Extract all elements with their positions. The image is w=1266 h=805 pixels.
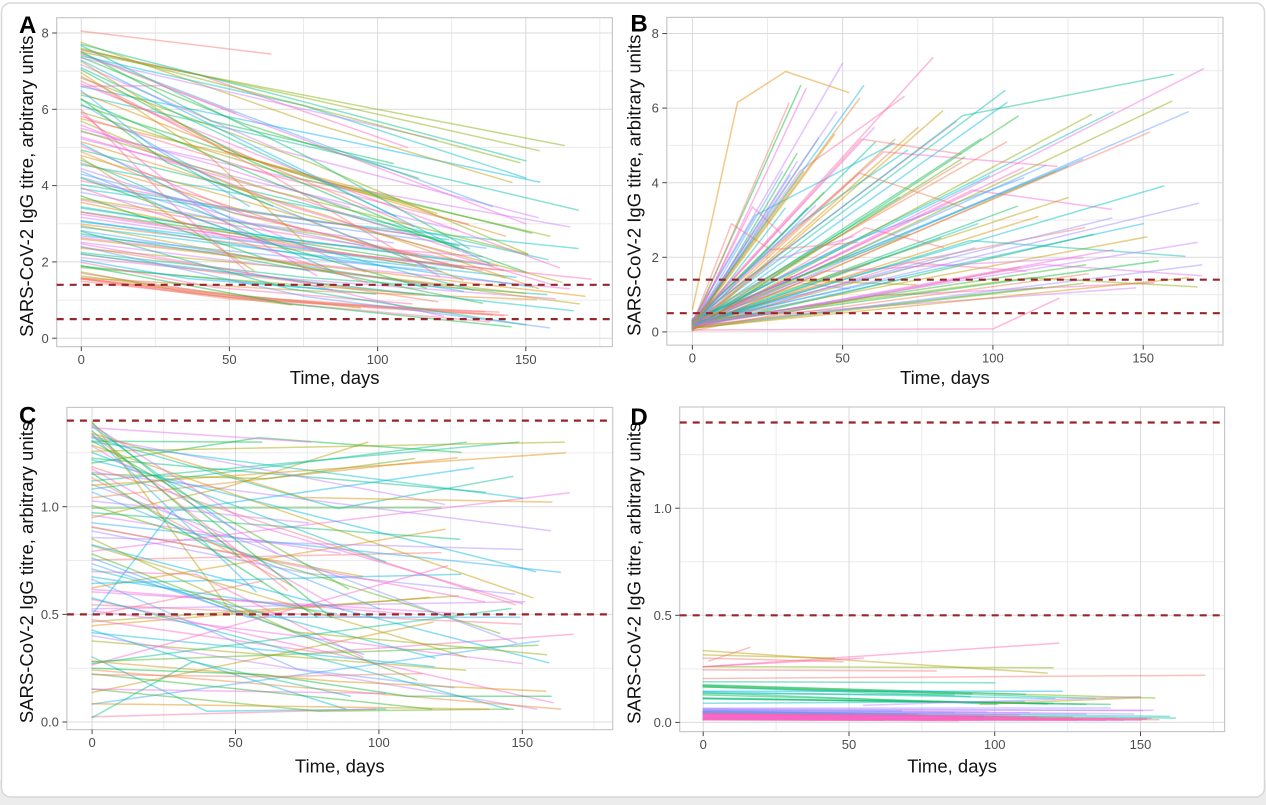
svg-text:0.5: 0.5 bbox=[654, 608, 672, 623]
svg-text:B: B bbox=[630, 11, 647, 38]
svg-text:C: C bbox=[19, 403, 36, 430]
svg-text:Time, days: Time, days bbox=[907, 756, 997, 777]
svg-text:2: 2 bbox=[652, 250, 659, 265]
svg-text:2: 2 bbox=[41, 255, 48, 270]
svg-text:0: 0 bbox=[41, 331, 48, 346]
svg-text:150: 150 bbox=[515, 352, 537, 367]
svg-text:1.0: 1.0 bbox=[41, 499, 59, 514]
svg-text:0.5: 0.5 bbox=[41, 607, 59, 622]
svg-text:4: 4 bbox=[652, 175, 659, 190]
svg-text:A: A bbox=[19, 12, 36, 39]
svg-text:SARS-CoV-2 IgG titre, arbitrar: SARS-CoV-2 IgG titre, arbitrary units bbox=[16, 36, 37, 337]
svg-text:100: 100 bbox=[982, 351, 1004, 366]
svg-text:Time, days: Time, days bbox=[900, 367, 990, 388]
svg-text:8: 8 bbox=[41, 26, 48, 41]
svg-text:0: 0 bbox=[78, 352, 85, 367]
svg-text:50: 50 bbox=[835, 351, 849, 366]
svg-text:50: 50 bbox=[222, 352, 236, 367]
svg-text:0: 0 bbox=[652, 325, 659, 340]
svg-text:6: 6 bbox=[652, 101, 659, 116]
svg-text:0.0: 0.0 bbox=[654, 715, 672, 730]
svg-text:SARS-CoV-2 IgG titre, arbitrar: SARS-CoV-2 IgG titre, arbitrary units bbox=[624, 423, 645, 724]
svg-text:Time, days: Time, days bbox=[290, 367, 380, 388]
svg-text:0: 0 bbox=[88, 735, 95, 750]
svg-text:100: 100 bbox=[368, 735, 390, 750]
svg-text:0.0: 0.0 bbox=[41, 715, 59, 730]
svg-text:50: 50 bbox=[228, 735, 242, 750]
svg-text:1.0: 1.0 bbox=[654, 501, 672, 516]
svg-text:4: 4 bbox=[41, 178, 48, 193]
svg-text:Time, days: Time, days bbox=[295, 756, 385, 777]
svg-text:150: 150 bbox=[1130, 737, 1152, 752]
svg-text:150: 150 bbox=[511, 735, 533, 750]
svg-text:0: 0 bbox=[689, 351, 696, 366]
svg-text:6: 6 bbox=[41, 102, 48, 117]
svg-text:0: 0 bbox=[700, 737, 707, 752]
svg-text:100: 100 bbox=[367, 352, 389, 367]
svg-text:SARS-CoV-2 IgG titre, arbitrar: SARS-CoV-2 IgG titre, arbitrary units bbox=[16, 422, 37, 723]
svg-text:SARS-CoV-2 IgG titre, arbitrar: SARS-CoV-2 IgG titre, arbitrary units bbox=[624, 35, 645, 336]
svg-text:50: 50 bbox=[842, 737, 856, 752]
svg-text:100: 100 bbox=[984, 737, 1006, 752]
svg-text:8: 8 bbox=[652, 26, 659, 41]
svg-text:150: 150 bbox=[1132, 351, 1154, 366]
svg-text:D: D bbox=[630, 404, 647, 431]
